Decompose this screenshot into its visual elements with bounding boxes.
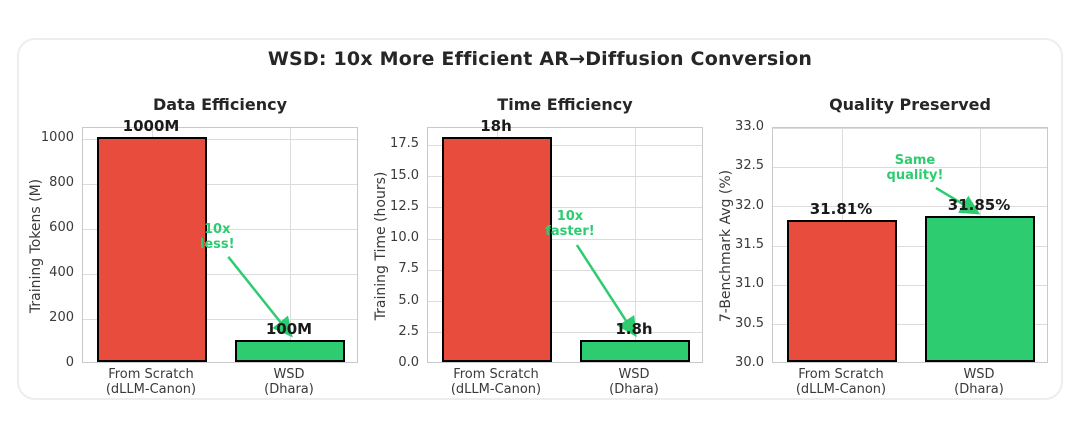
bar-wsd	[235, 339, 345, 362]
gridline-horizontal	[83, 138, 357, 140]
bar-value-label: 31.85%	[947, 196, 1011, 215]
x-tick-line: (Dhara)	[264, 382, 314, 397]
annotation-line: quality!	[886, 168, 944, 184]
subplot-data-efficiency: Data Efficiency Training Tokens (M) 0 200…	[20, 95, 360, 402]
x-tick-line: (dLLM-Canon)	[105, 382, 197, 397]
gridline-horizontal	[83, 273, 357, 275]
y-tick-label: 10.0	[390, 230, 419, 246]
y-tick-label: 0.0	[398, 355, 419, 370]
bar-value-label: 31.81%	[809, 199, 873, 218]
y-tick-label: 31.0	[735, 276, 764, 292]
y-tick-label: 800	[49, 175, 74, 191]
gridline-horizontal	[428, 144, 702, 146]
gridline-horizontal	[428, 176, 702, 178]
bar-value-label: 100M	[265, 319, 313, 338]
y-tick-label: 12.5	[390, 198, 419, 214]
x-tick-line: From Scratch	[108, 367, 194, 382]
gridline-horizontal	[83, 318, 357, 320]
y-tick-label: 200	[49, 310, 74, 326]
gridline-horizontal	[773, 206, 1047, 208]
y-tick-label: 33.0	[735, 119, 764, 134]
gridline-horizontal	[428, 332, 702, 334]
gridline-horizontal	[773, 166, 1047, 168]
y-tick-label: 30.5	[735, 315, 764, 331]
bar-from-scratch	[97, 137, 207, 362]
y-axis-label: Training Tokens (M)	[28, 178, 44, 314]
x-tick-label: From Scratch (dLLM-Canon)	[81, 367, 221, 397]
x-tick-label: From Scratch (dLLM-Canon)	[426, 367, 566, 397]
gridline-horizontal	[428, 269, 702, 271]
bar-wsd	[925, 216, 1035, 362]
bar-wsd	[580, 339, 690, 362]
subplot-title: Time Efficiency	[497, 95, 633, 114]
x-tick-line: From Scratch	[453, 367, 539, 382]
x-tick-line: WSD	[273, 367, 305, 382]
y-tick-label: 32.0	[735, 197, 764, 213]
x-tick-line: (dLLM-Canon)	[450, 382, 542, 397]
annotation-line: less!	[199, 236, 235, 252]
x-tick-line: (Dhara)	[609, 382, 659, 397]
figure-title: WSD: 10x More Efficient AR→Diffusion Con…	[267, 48, 813, 70]
x-tick-line: WSD	[963, 367, 995, 382]
annotation-line: 10x	[203, 221, 231, 237]
x-tick-label: From Scratch (dLLM-Canon)	[771, 367, 911, 397]
y-tick-label: 7.5	[398, 261, 419, 277]
x-tick-label: WSD (Dhara)	[219, 367, 359, 397]
plot-area	[427, 127, 703, 363]
annotation-line: Same	[894, 153, 936, 169]
bar-from-scratch	[442, 137, 552, 362]
bar-value-label: 1000M	[122, 117, 180, 136]
gridline-horizontal	[428, 207, 702, 209]
gridline-horizontal	[428, 238, 702, 240]
bar-value-label: 18h	[480, 117, 512, 136]
y-tick-label: 32.5	[735, 158, 764, 174]
y-tick-label: 0	[65, 355, 74, 370]
gridline-horizontal	[773, 284, 1047, 286]
subplot-title: Data Efficiency	[153, 95, 287, 114]
annotation-text: 10x less!	[157, 222, 277, 252]
y-tick-label: 31.5	[735, 237, 764, 252]
x-tick-line: WSD	[618, 367, 650, 382]
y-tick-label: 400	[49, 265, 74, 281]
x-tick-line: (Dhara)	[954, 382, 1004, 397]
gridline-horizontal	[773, 245, 1047, 247]
y-tick-label: 15.0	[390, 167, 419, 183]
x-tick-label: WSD (Dhara)	[909, 367, 1049, 397]
bar-value-label: 1.8h	[615, 319, 653, 338]
y-tick-label: 1000	[40, 130, 74, 146]
annotation-text: Same quality!	[855, 153, 975, 183]
gridline-horizontal	[83, 183, 357, 185]
y-tick-label: 30.0	[735, 355, 764, 370]
gridline-horizontal	[428, 301, 702, 303]
x-tick-line: From Scratch	[798, 367, 884, 382]
gridline-horizontal	[773, 127, 1047, 129]
gridline-horizontal	[773, 324, 1047, 326]
bar-from-scratch	[787, 219, 897, 362]
gridline-horizontal	[83, 228, 357, 230]
x-tick-line: (dLLM-Canon)	[795, 382, 887, 397]
y-tick-label: 2.5	[398, 323, 419, 339]
subplot-title: Quality Preserved	[829, 95, 991, 114]
y-tick-label: 5.0	[398, 292, 419, 308]
annotation-line: 10x	[556, 208, 584, 224]
annotation-line: faster!	[545, 223, 595, 239]
gridline-vertical	[289, 128, 291, 362]
plot-area	[82, 127, 358, 363]
annotation-text: 10x faster!	[510, 209, 630, 239]
y-tick-label: 17.5	[390, 136, 419, 152]
x-tick-label: WSD (Dhara)	[564, 367, 704, 397]
plot-area	[772, 127, 1048, 363]
y-tick-label: 600	[49, 220, 74, 236]
subplot-quality-preserved: Quality Preserved 7-Benchmark Avg (%) 30…	[710, 95, 1050, 402]
subplot-time-efficiency: Time Efficiency Training Time (hours) 0.…	[365, 95, 705, 402]
